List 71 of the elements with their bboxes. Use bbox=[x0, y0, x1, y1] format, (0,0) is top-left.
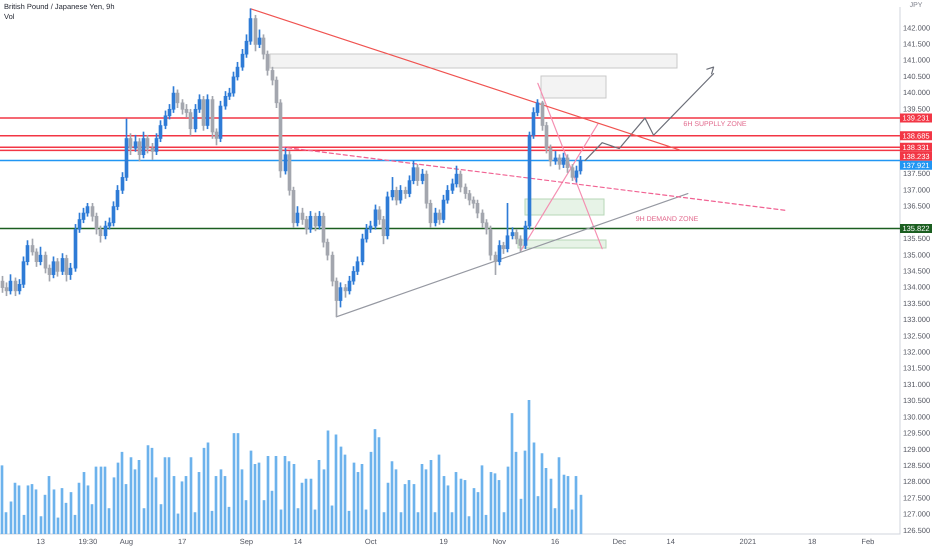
bar bbox=[404, 484, 406, 534]
bar bbox=[494, 473, 496, 534]
bar bbox=[430, 460, 432, 534]
bar bbox=[236, 433, 240, 534]
bar bbox=[60, 488, 64, 534]
bar bbox=[390, 461, 394, 534]
bar bbox=[250, 450, 252, 534]
bar bbox=[266, 456, 270, 534]
bar bbox=[352, 462, 356, 534]
bar bbox=[412, 484, 416, 534]
bar bbox=[214, 476, 218, 534]
bar bbox=[472, 488, 476, 534]
bar bbox=[326, 430, 330, 534]
bar bbox=[408, 480, 410, 534]
bar bbox=[258, 462, 260, 534]
bar bbox=[300, 482, 304, 534]
bar bbox=[52, 489, 56, 534]
bar bbox=[104, 466, 106, 534]
bar bbox=[580, 494, 582, 534]
bar bbox=[190, 457, 192, 534]
bar bbox=[14, 482, 16, 534]
bar bbox=[184, 476, 188, 534]
bar bbox=[130, 457, 132, 534]
bar bbox=[284, 456, 286, 534]
bar bbox=[100, 466, 102, 534]
bar bbox=[340, 446, 342, 534]
bar bbox=[120, 452, 124, 534]
bar bbox=[274, 456, 278, 534]
bar bbox=[310, 478, 312, 534]
bar bbox=[220, 469, 222, 534]
bar bbox=[528, 400, 530, 534]
bar bbox=[82, 472, 86, 534]
bar bbox=[78, 482, 80, 534]
bar bbox=[18, 485, 20, 534]
bar bbox=[292, 464, 296, 534]
bar bbox=[304, 478, 308, 534]
bar bbox=[164, 457, 166, 534]
bar bbox=[30, 484, 34, 534]
bar bbox=[206, 442, 210, 534]
bar bbox=[334, 434, 338, 534]
bar bbox=[146, 445, 150, 534]
bar bbox=[438, 454, 440, 534]
bar bbox=[70, 492, 72, 534]
bar bbox=[138, 460, 140, 534]
bar bbox=[532, 442, 536, 534]
bar bbox=[232, 433, 236, 534]
bar bbox=[490, 472, 492, 534]
bar bbox=[26, 485, 30, 534]
bar bbox=[168, 457, 170, 534]
bar bbox=[420, 464, 424, 534]
bar bbox=[48, 476, 50, 534]
bar bbox=[198, 472, 200, 534]
bar bbox=[460, 478, 462, 534]
bar bbox=[454, 472, 458, 534]
bar bbox=[318, 460, 320, 534]
bar bbox=[510, 413, 514, 534]
bar bbox=[374, 429, 376, 534]
bar bbox=[442, 476, 446, 534]
bar bbox=[562, 474, 566, 534]
bar bbox=[172, 476, 176, 534]
bar bbox=[558, 457, 560, 534]
bar bbox=[150, 448, 154, 534]
bar bbox=[574, 476, 578, 534]
bar bbox=[540, 453, 544, 534]
bar bbox=[566, 476, 570, 534]
bar bbox=[464, 480, 466, 534]
bar bbox=[480, 465, 484, 534]
bar bbox=[550, 478, 552, 534]
bar bbox=[360, 464, 364, 534]
bar bbox=[0, 465, 4, 534]
bar bbox=[94, 466, 98, 534]
